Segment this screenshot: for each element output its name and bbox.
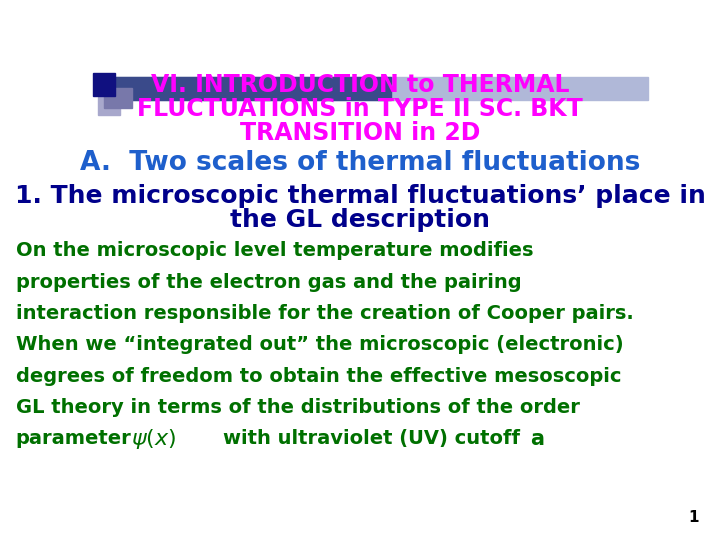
Bar — [104, 87, 132, 109]
Text: TRANSITION in 2D: TRANSITION in 2D — [240, 122, 480, 145]
Text: parameter: parameter — [16, 429, 132, 448]
Text: with ultraviolet (UV) cutoff: with ultraviolet (UV) cutoff — [223, 429, 521, 448]
Text: GL theory in terms of the distributions of the order: GL theory in terms of the distributions … — [16, 398, 580, 417]
Text: properties of the electron gas and the pairing: properties of the electron gas and the p… — [16, 273, 521, 292]
Text: the GL description: the GL description — [230, 208, 490, 232]
Text: VI. INTRODUCTION to THERMAL: VI. INTRODUCTION to THERMAL — [150, 73, 570, 97]
Text: On the microscopic level temperature modifies: On the microscopic level temperature mod… — [16, 241, 534, 260]
Text: When we “integrated out” the microscopic (electronic): When we “integrated out” the microscopic… — [16, 335, 624, 354]
Text: 1. The microscopic thermal fluctuations’ place in: 1. The microscopic thermal fluctuations’… — [14, 184, 706, 207]
Text: 1: 1 — [688, 510, 698, 525]
Text: interaction responsible for the creation of Cooper pairs.: interaction responsible for the creation… — [16, 304, 634, 323]
Text: a: a — [530, 429, 544, 449]
Text: degrees of freedom to obtain the effective mesoscopic: degrees of freedom to obtain the effecti… — [16, 367, 621, 386]
Text: A.  Two scales of thermal fluctuations: A. Two scales of thermal fluctuations — [80, 150, 640, 176]
Text: FLUCTUATIONS in TYPE II SC. BKT: FLUCTUATIONS in TYPE II SC. BKT — [137, 97, 583, 121]
Bar — [112, 77, 648, 100]
Bar — [93, 73, 115, 96]
Text: $\psi(x)$: $\psi(x)$ — [131, 427, 176, 451]
Bar — [112, 77, 392, 100]
Bar — [99, 97, 120, 114]
